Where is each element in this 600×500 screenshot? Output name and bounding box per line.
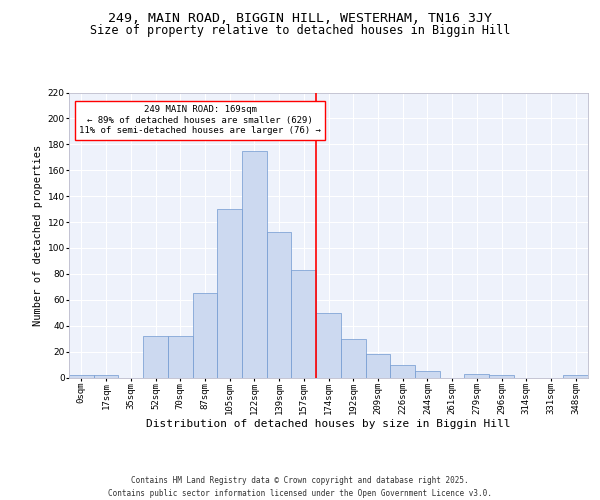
- Text: 249, MAIN ROAD, BIGGIN HILL, WESTERHAM, TN16 3JY: 249, MAIN ROAD, BIGGIN HILL, WESTERHAM, …: [108, 12, 492, 26]
- Bar: [390, 364, 415, 378]
- Text: 249 MAIN ROAD: 169sqm
← 89% of detached houses are smaller (629)
11% of semi-det: 249 MAIN ROAD: 169sqm ← 89% of detached …: [79, 106, 321, 136]
- Bar: [341, 338, 365, 378]
- Bar: [217, 209, 242, 378]
- Bar: [292, 270, 316, 378]
- Bar: [489, 375, 514, 378]
- Text: Contains HM Land Registry data © Crown copyright and database right 2025.
Contai: Contains HM Land Registry data © Crown c…: [108, 476, 492, 498]
- Bar: [69, 375, 94, 378]
- Bar: [242, 151, 267, 378]
- Bar: [94, 375, 118, 378]
- Bar: [168, 336, 193, 378]
- Bar: [415, 371, 440, 378]
- X-axis label: Distribution of detached houses by size in Biggin Hill: Distribution of detached houses by size …: [146, 420, 511, 430]
- Bar: [563, 375, 588, 378]
- Bar: [464, 374, 489, 378]
- Bar: [143, 336, 168, 378]
- Text: Size of property relative to detached houses in Biggin Hill: Size of property relative to detached ho…: [90, 24, 510, 37]
- Bar: [316, 312, 341, 378]
- Bar: [365, 354, 390, 378]
- Bar: [193, 294, 217, 378]
- Y-axis label: Number of detached properties: Number of detached properties: [34, 144, 43, 326]
- Bar: [267, 232, 292, 378]
